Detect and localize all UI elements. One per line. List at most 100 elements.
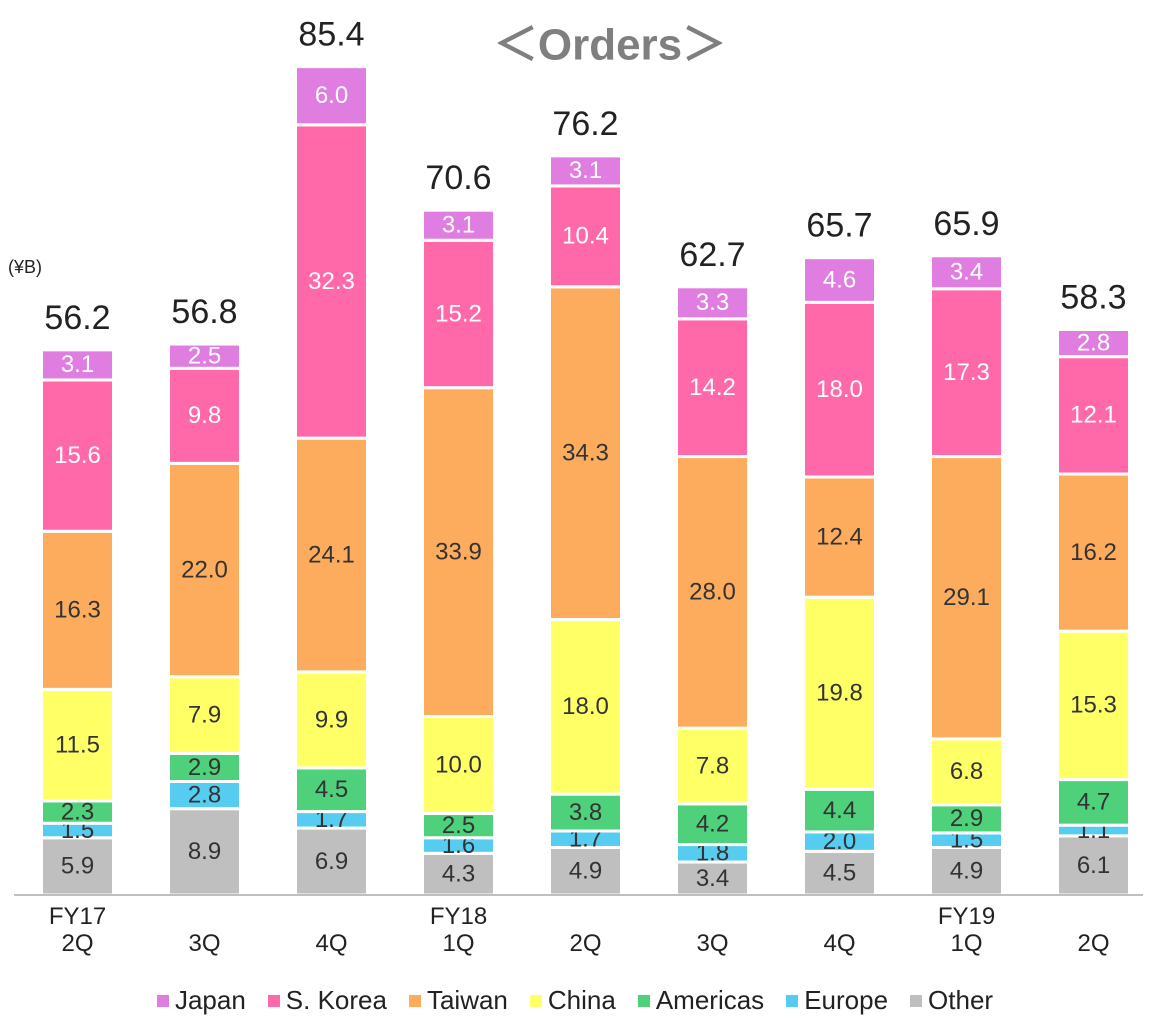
legend-label: Americas	[655, 985, 765, 1015]
bar-segment	[167, 342, 242, 370]
value-label: 11.5	[55, 731, 100, 758]
bar-segment	[929, 455, 1004, 741]
bar-segment	[1056, 834, 1131, 897]
value-label: 6.9	[315, 848, 348, 875]
legend-label: Other	[928, 985, 994, 1015]
bar-segment	[548, 184, 623, 289]
bar-segment	[675, 285, 750, 321]
value-label: 15.3	[1070, 692, 1117, 719]
bar-segment	[294, 65, 369, 127]
total-label: 65.7	[806, 207, 872, 245]
value-label: 16.2	[1070, 539, 1117, 566]
value-label: 10.0	[435, 751, 482, 778]
bar-segment	[675, 802, 750, 847]
legend-swatch	[408, 994, 421, 1007]
bar-segment	[294, 670, 369, 770]
value-label: 15.6	[54, 442, 101, 469]
x-tick-label: 2Q	[569, 930, 602, 957]
bar-segment	[40, 348, 115, 382]
legend-item: Other	[910, 985, 993, 1016]
value-label: 2.9	[950, 805, 983, 832]
total-label: 58.3	[1060, 278, 1126, 316]
bar-segment	[1056, 629, 1131, 782]
total-label: 56.8	[171, 293, 237, 331]
x-tick-label: 4Q	[823, 930, 856, 957]
legend-label: Europe	[804, 985, 889, 1015]
legend-swatch	[786, 994, 799, 1007]
value-label: 2.5	[442, 812, 475, 839]
bar-segment	[1056, 355, 1131, 476]
legend-item: Japan	[156, 985, 246, 1016]
legend-swatch	[910, 994, 923, 1007]
value-label: 12.4	[816, 523, 863, 550]
value-label: 3.3	[696, 289, 729, 316]
value-label: 3.1	[569, 157, 602, 184]
value-label: 15.2	[435, 300, 482, 327]
legend-item: China	[529, 985, 616, 1016]
bar-segment	[675, 455, 750, 730]
value-label: 28.0	[689, 579, 736, 606]
value-label: 3.4	[696, 865, 729, 892]
bar-segment	[929, 287, 1004, 459]
bar-segment	[1056, 472, 1131, 633]
value-label: 16.3	[54, 597, 101, 624]
value-label: 12.1	[1070, 402, 1117, 429]
value-label: 14.2	[689, 374, 736, 401]
value-label: 2.5	[188, 343, 221, 370]
x-tick-label: FY18 1Q	[429, 903, 488, 957]
value-label: 19.8	[816, 680, 863, 707]
bar-segment	[802, 849, 877, 897]
value-label: 2.3	[61, 798, 94, 825]
bar-segment	[294, 766, 369, 814]
value-label: 3.8	[569, 799, 602, 826]
bar-segment	[929, 737, 1004, 807]
bar-segment	[802, 475, 877, 599]
value-label: 33.9	[435, 538, 482, 565]
value-label: 18.0	[816, 376, 863, 403]
legend: Japan S. Korea Taiwan China Americas Europe Ot…	[0, 985, 1150, 1016]
bar-segment	[40, 687, 115, 803]
value-label: 6.1	[1077, 852, 1110, 879]
x-tick-label: 3Q	[696, 930, 729, 957]
value-label: 4.7	[1077, 789, 1110, 816]
value-label: 7.8	[696, 752, 729, 779]
value-label: 2.8	[188, 781, 221, 808]
legend-swatch	[637, 994, 650, 1007]
total-label: 65.9	[933, 205, 999, 243]
bar-segment	[421, 386, 496, 719]
total-label: 56.2	[44, 299, 110, 337]
bar-segment	[421, 208, 496, 242]
legend-label: China	[547, 985, 616, 1015]
value-label: 3.1	[61, 351, 94, 378]
legend-item: Americas	[637, 985, 765, 1016]
bar-segment	[167, 675, 242, 755]
value-label: 4.5	[823, 860, 856, 887]
value-label: 2.8	[1077, 329, 1110, 356]
legend-swatch	[529, 994, 542, 1007]
value-label: 8.9	[188, 838, 221, 865]
x-tick-label: 3Q	[188, 930, 221, 957]
value-label: 34.3	[562, 440, 609, 467]
chart-title: ＜Orders＞	[494, 21, 726, 70]
legend-label: Japan	[174, 985, 246, 1015]
legend-item: Europe	[786, 985, 888, 1016]
bar-segment	[1056, 327, 1131, 359]
legend-label: S. Korea	[285, 985, 387, 1015]
x-tick-label: FY17 2Q	[48, 903, 107, 957]
value-label: 4.3	[442, 860, 475, 887]
total-label: 70.6	[425, 159, 491, 197]
value-label: 3.1	[442, 212, 475, 239]
value-label: 9.8	[188, 402, 221, 429]
bar-segment	[294, 123, 369, 440]
legend-swatch	[156, 994, 169, 1007]
bar-segment	[421, 812, 496, 840]
bar-segment	[421, 715, 496, 816]
x-tick-label: FY19 1Q	[937, 903, 996, 957]
bar-segment	[548, 154, 623, 188]
value-label: 18.0	[562, 693, 609, 720]
value-label: 4.6	[823, 266, 856, 293]
bar-segment	[421, 238, 496, 390]
value-label: 7.9	[188, 701, 221, 728]
bar-segment	[802, 787, 877, 834]
